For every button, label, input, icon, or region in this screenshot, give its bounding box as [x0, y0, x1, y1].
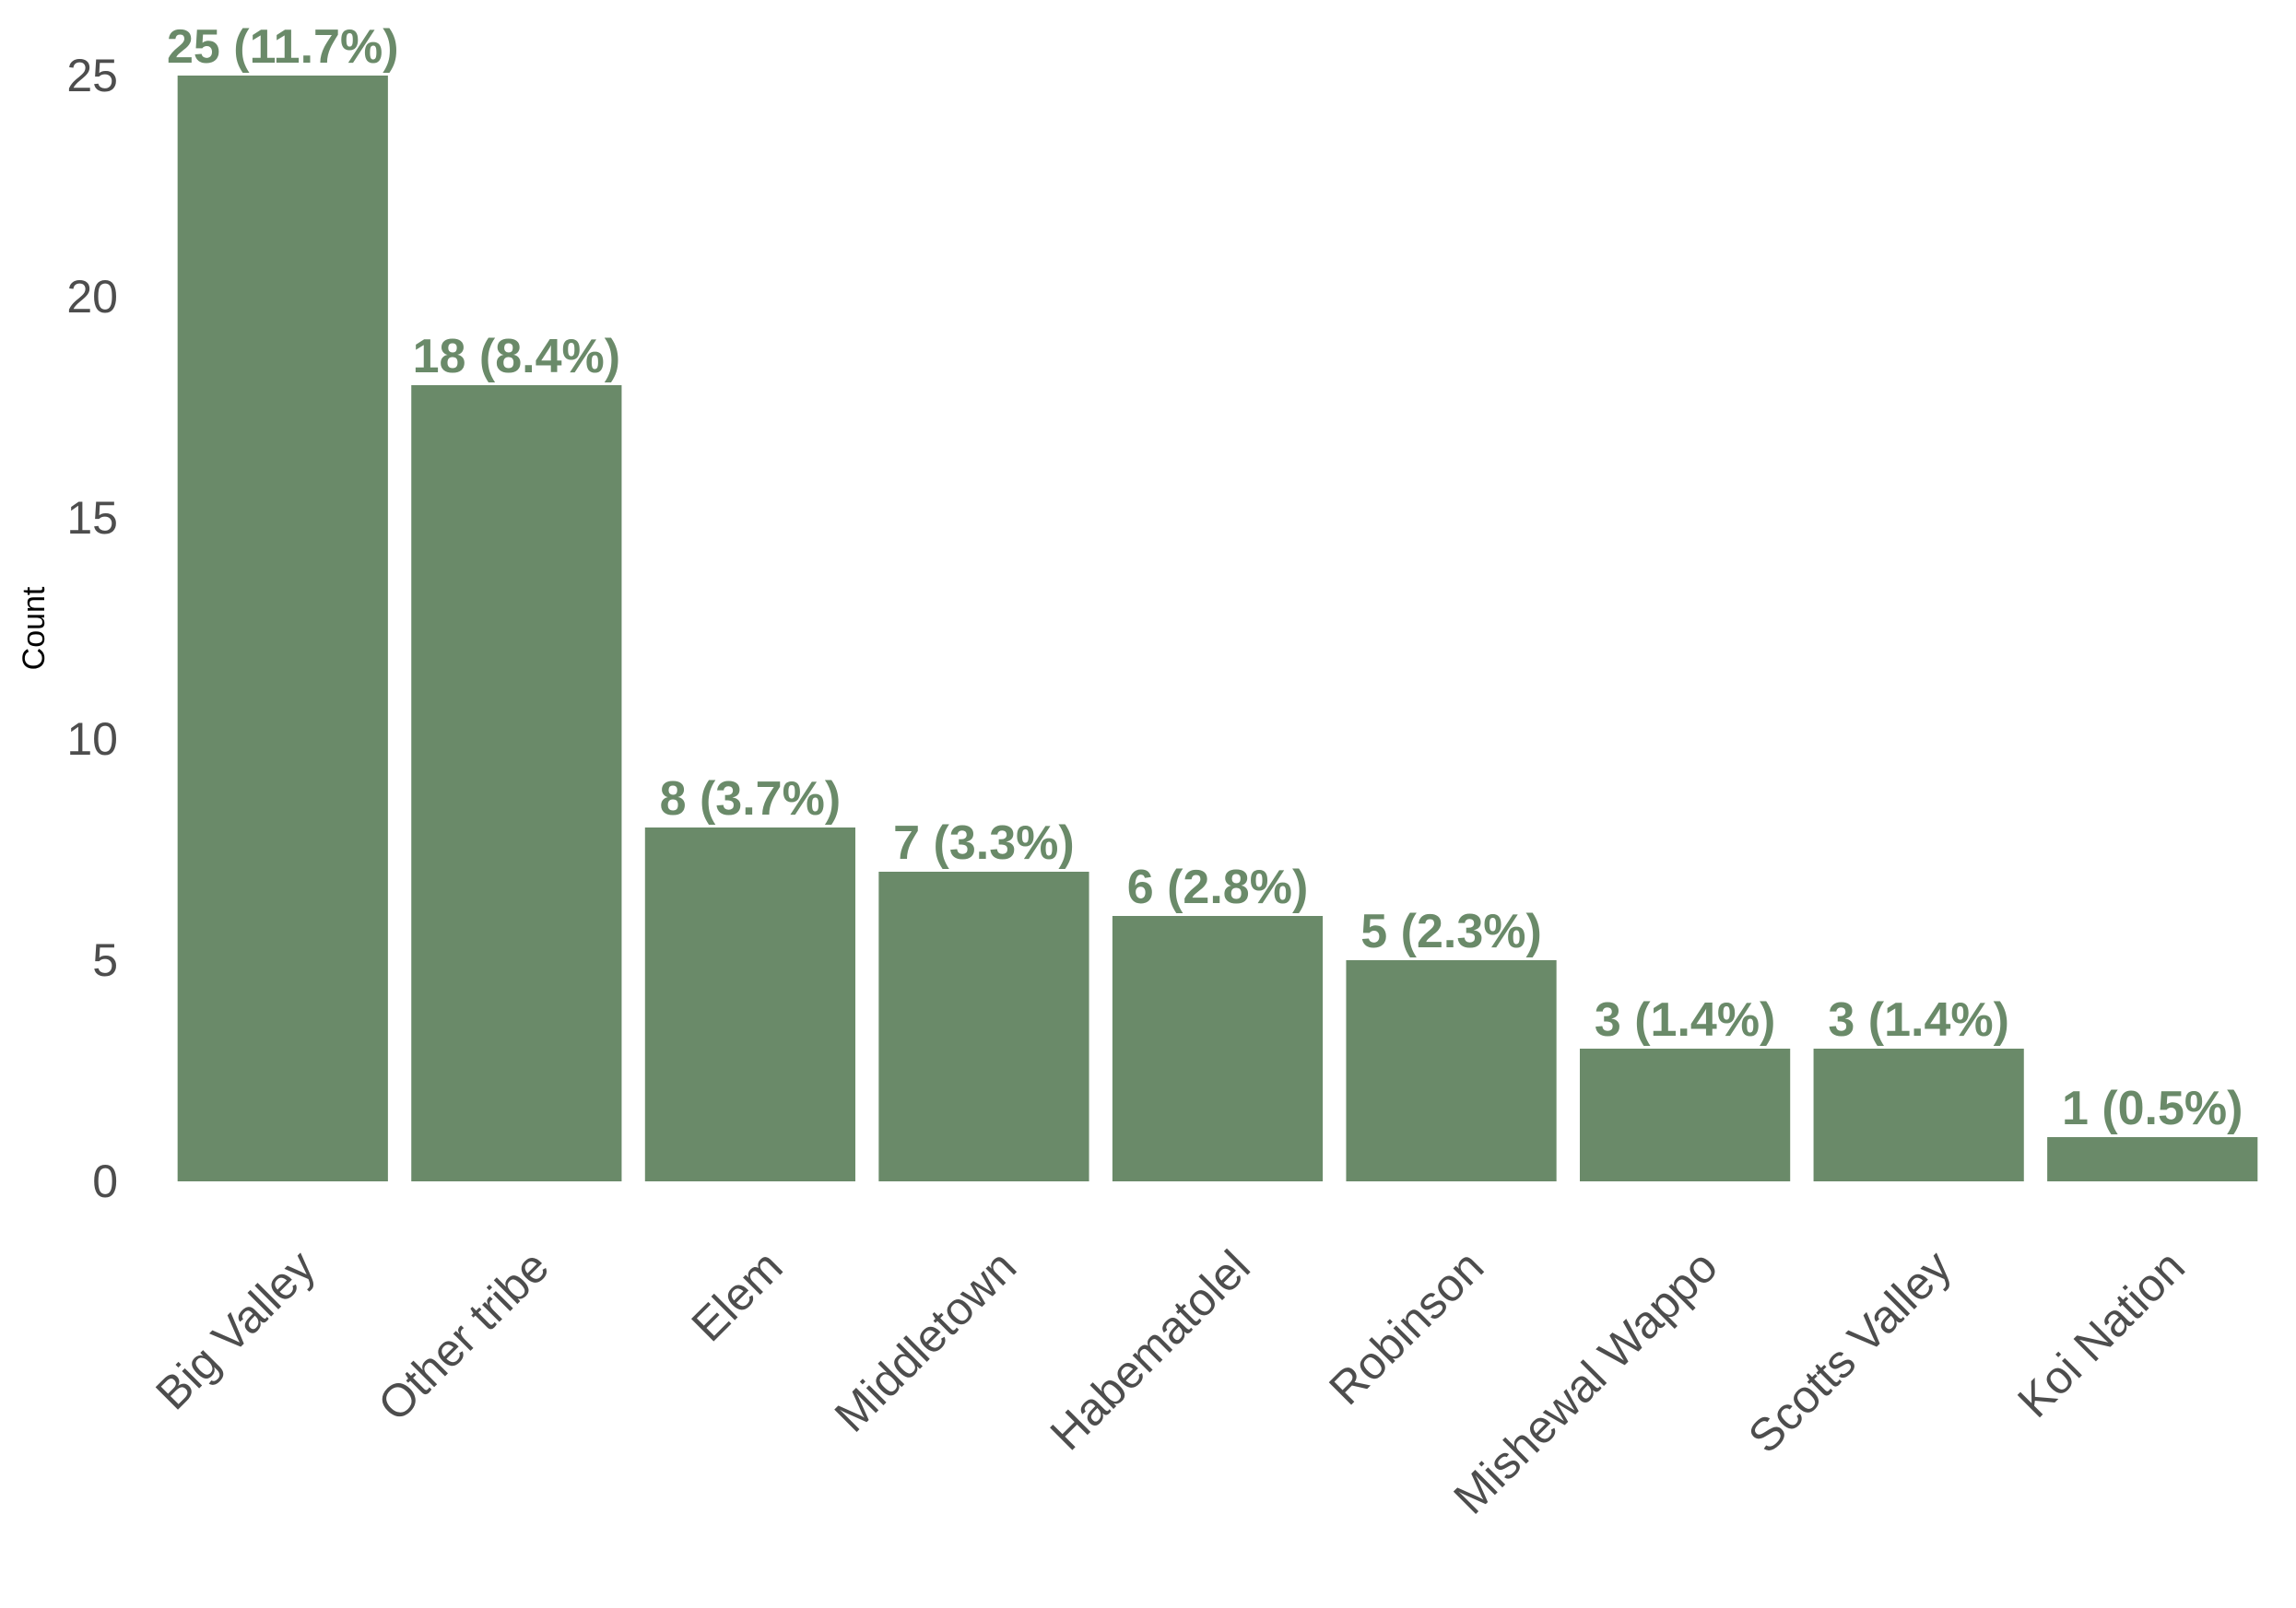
x-tick-label: Koi Nation	[2008, 1240, 2195, 1427]
bar-data-label: 6 (2.8%)	[1127, 861, 1309, 914]
bar-data-label: 7 (3.3%)	[893, 816, 1075, 870]
x-axis-labels: Big Valley Other tribe Elem Middletown Habem…	[146, 1240, 2195, 1523]
bar-data-label: 3 (1.4%)	[1595, 993, 1776, 1047]
x-tick-label: Elem	[682, 1240, 793, 1351]
x-tick-label: Robinson	[1319, 1240, 1493, 1414]
x-tick-label: Habematolel	[1041, 1240, 1260, 1460]
y-tick-label: 0	[92, 1156, 118, 1207]
y-tick-label: 15	[66, 492, 118, 544]
bar	[644, 827, 855, 1181]
bar-data-label: 5 (2.3%)	[1360, 905, 1542, 958]
bar	[411, 385, 622, 1181]
bar	[1580, 1049, 1791, 1181]
y-tick-label: 20	[66, 271, 118, 323]
y-axis-title: Count	[17, 586, 52, 670]
bar-data-label: 18 (8.4%)	[413, 330, 620, 383]
bar	[1346, 960, 1557, 1181]
bar-data-label: 8 (3.7%)	[660, 772, 842, 826]
bars	[177, 76, 2258, 1181]
bar	[2047, 1137, 2258, 1181]
x-tick-label: Big Valley	[146, 1240, 324, 1419]
bar	[878, 872, 1089, 1181]
bar	[1112, 916, 1324, 1181]
x-tick-label: Middletown	[825, 1240, 1026, 1441]
y-tick-label: 10	[66, 713, 118, 765]
bar	[177, 76, 388, 1181]
bar-data-label: 1 (0.5%)	[2062, 1082, 2243, 1135]
x-tick-label: Other tribe	[368, 1240, 559, 1431]
bar-data-labels: 25 (11.7%) 18 (8.4%) 8 (3.7%) 7 (3.3%) 6 (2.…	[167, 20, 2243, 1135]
bar-data-label: 3 (1.4%)	[1828, 993, 2009, 1047]
y-tick-label: 25	[66, 50, 118, 101]
bar-data-label: 25 (11.7%)	[167, 20, 399, 74]
x-tick-label: Scotts Valley	[1738, 1240, 1960, 1462]
y-axis-ticks: 0 5 10 15 20 25	[66, 50, 118, 1207]
bar	[1813, 1049, 2024, 1181]
y-tick-label: 5	[92, 934, 118, 986]
